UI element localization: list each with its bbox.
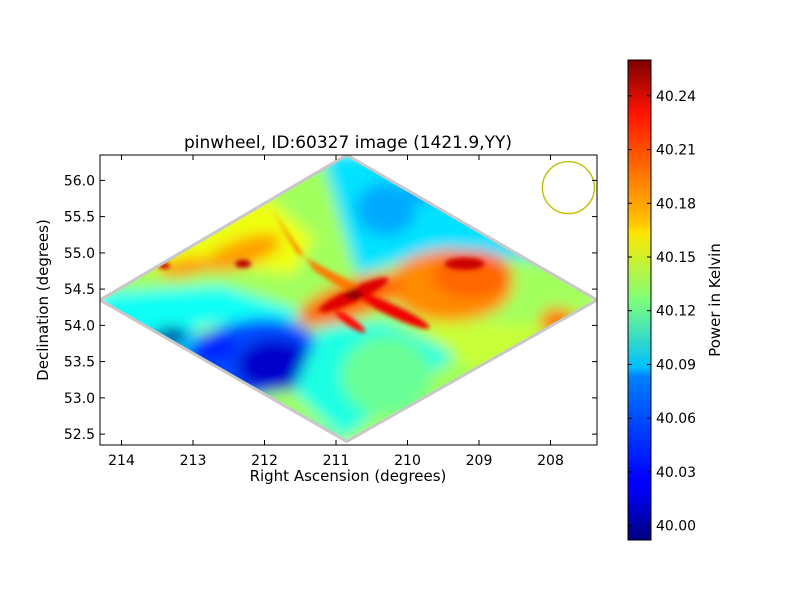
y-tick-label: 54.5 — [64, 282, 95, 298]
y-tick-label: 55.5 — [64, 210, 95, 226]
x-axis-ticks: 214 213 212 211 210 209 208 — [108, 155, 564, 469]
colorbar-tick-label: 40.00 — [656, 519, 696, 535]
colorbar-gradient — [628, 60, 651, 540]
colorbar-tick-label: 40.15 — [656, 250, 696, 266]
y-tick-label: 53.0 — [64, 391, 95, 407]
x-tick-label: 209 — [466, 453, 493, 469]
x-tick-label: 214 — [108, 453, 135, 469]
colorbar-tick-label: 40.09 — [656, 358, 696, 374]
x-tick-label: 212 — [251, 453, 278, 469]
plot-area: 214 213 212 211 210 209 208 52.5 53.0 53.5 54.0 54… — [64, 154, 598, 469]
x-tick-label: 208 — [537, 453, 564, 469]
colorbar-label: Power in Kelvin — [706, 243, 724, 357]
y-tick-label: 55.0 — [64, 246, 95, 262]
chart-title: pinwheel, ID:60327 image (1421.9,YY) — [184, 133, 512, 153]
y-tick-label: 52.5 — [64, 427, 95, 443]
y-tick-label: 54.0 — [64, 318, 95, 334]
axes-frame — [99, 154, 598, 446]
colorbar-tick-label: 40.06 — [656, 411, 696, 427]
x-axis-label: Right Ascension (degrees) — [250, 467, 447, 485]
colorbar: 40.24 40.21 40.18 40.15 40.12 40.09 40.06 40.03… — [627, 59, 724, 541]
x-tick-label: 210 — [394, 453, 421, 469]
x-tick-label: 211 — [323, 453, 350, 469]
footprint-edge — [100, 155, 597, 443]
y-tick-label: 56.0 — [64, 173, 95, 189]
colorbar-ticks: 40.24 40.21 40.18 40.15 40.12 40.09 40.06 40.03… — [628, 89, 696, 535]
beam-marker — [541, 160, 596, 215]
x-tick-label: 213 — [180, 453, 207, 469]
colorbar-frame — [627, 59, 652, 541]
y-tick-label: 53.5 — [64, 355, 95, 371]
colorbar-tick-label: 40.03 — [656, 465, 696, 481]
colorbar-tick-label: 40.24 — [656, 89, 696, 105]
colorbar-tick-label: 40.12 — [656, 304, 696, 320]
y-axis-ticks: 52.5 53.0 53.5 54.0 54.5 55.0 55.5 56.0 — [64, 173, 597, 443]
colorbar-tick-label: 40.18 — [656, 196, 696, 212]
colorbar-tick-label: 40.21 — [656, 143, 696, 159]
y-axis-label: Declination (degrees) — [34, 219, 52, 381]
